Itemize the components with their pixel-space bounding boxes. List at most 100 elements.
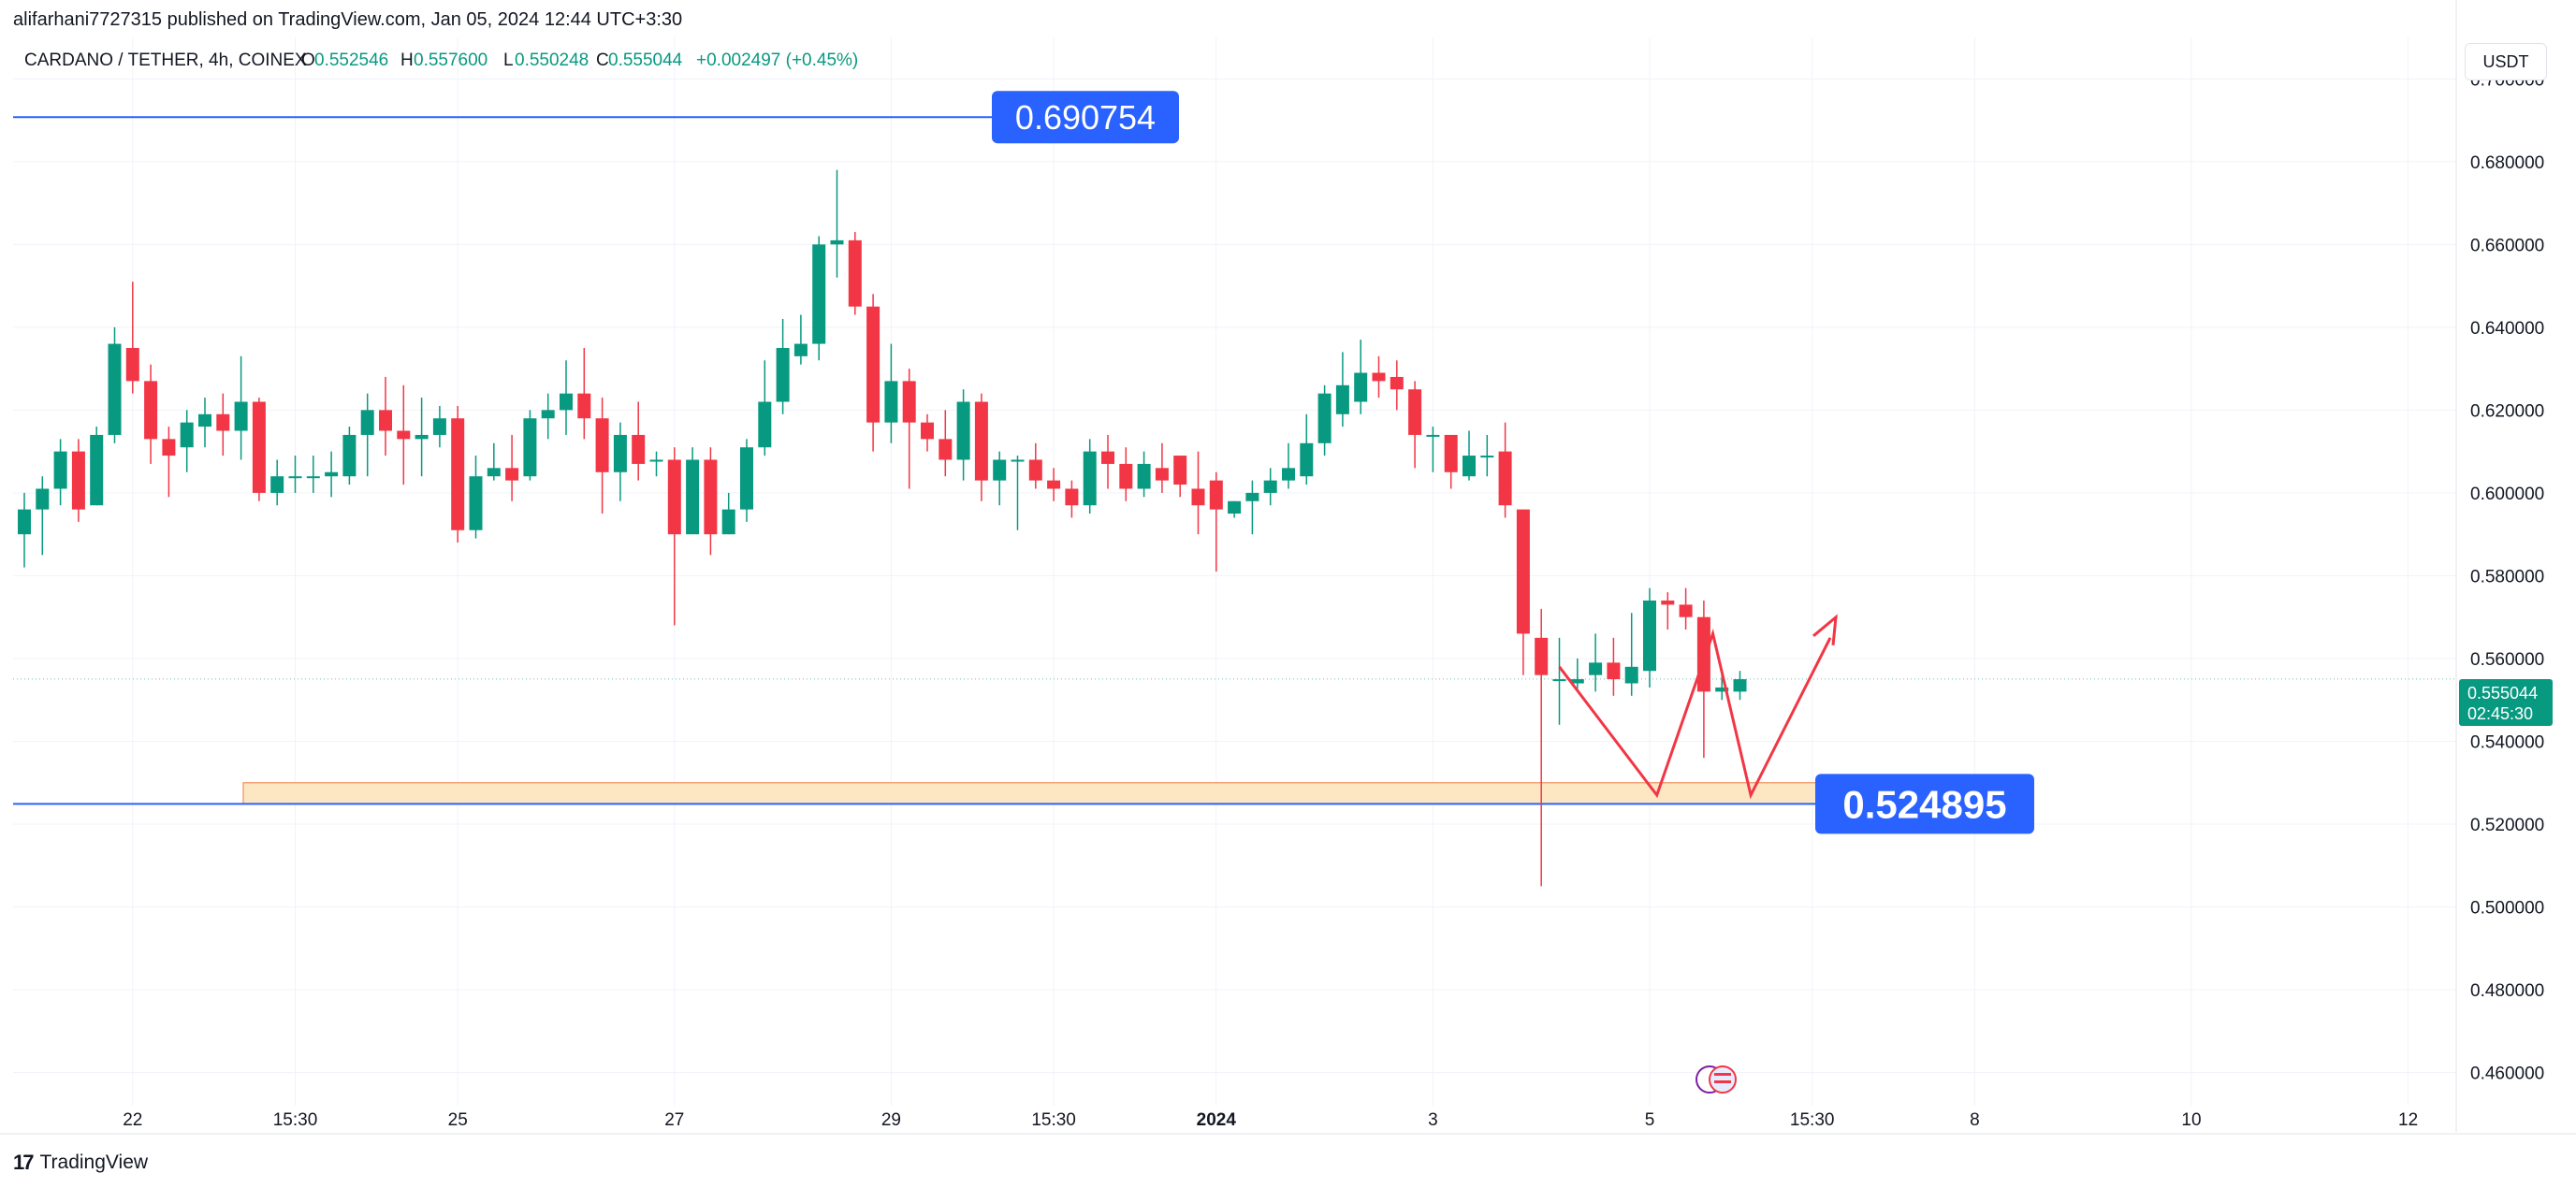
candle-body[interactable] <box>1426 434 1440 437</box>
candle-body[interactable] <box>1263 480 1277 493</box>
candle-body[interactable] <box>1552 679 1566 682</box>
candle-body[interactable] <box>830 239 844 245</box>
candle-body[interactable] <box>632 434 646 464</box>
candle-body[interactable] <box>758 401 772 448</box>
candle-body[interactable] <box>505 468 519 481</box>
candle-body[interactable] <box>1643 600 1656 672</box>
candle-body[interactable] <box>1733 679 1747 692</box>
candle-body[interactable] <box>902 381 916 423</box>
tradingview-logo[interactable]: 17 TradingView <box>13 1151 148 1175</box>
candle-body[interactable] <box>108 343 122 435</box>
candle-body[interactable] <box>1570 679 1584 684</box>
candle-body[interactable] <box>1083 451 1097 506</box>
candle-body[interactable] <box>1228 500 1242 514</box>
candle-body[interactable] <box>252 401 266 493</box>
candle-body[interactable] <box>1408 389 1422 435</box>
candle-body[interactable] <box>1028 459 1042 481</box>
candle-body[interactable] <box>649 459 663 462</box>
candle-body[interactable] <box>793 343 808 356</box>
candle-body[interactable] <box>1390 376 1404 390</box>
candle-body[interactable] <box>1679 604 1693 617</box>
candle-body[interactable] <box>306 476 320 479</box>
candle-body[interactable] <box>523 418 537 477</box>
candle-body[interactable] <box>325 471 339 477</box>
candle-body[interactable] <box>1661 600 1675 605</box>
candle-body[interactable] <box>939 439 953 460</box>
candle-body[interactable] <box>288 476 302 479</box>
candle-body[interactable] <box>162 439 176 456</box>
candle-body[interactable] <box>1119 463 1133 489</box>
candle-body[interactable] <box>1335 384 1349 414</box>
candle-body[interactable] <box>1173 456 1187 485</box>
candle-body[interactable] <box>71 451 85 510</box>
candle-body[interactable] <box>1535 637 1549 675</box>
candle-body[interactable] <box>1047 480 1061 489</box>
candle-body[interactable] <box>198 413 211 427</box>
candle-body[interactable] <box>451 418 465 530</box>
candle-body[interactable] <box>397 430 411 440</box>
candle-body[interactable] <box>1065 488 1079 506</box>
candle-body[interactable] <box>270 476 284 493</box>
candle-body[interactable] <box>560 393 573 411</box>
candle-body[interactable] <box>866 306 880 423</box>
candle-body[interactable] <box>667 459 681 535</box>
candle-body[interactable] <box>432 418 446 435</box>
candle-body[interactable] <box>379 410 392 431</box>
candle-body[interactable] <box>704 459 718 535</box>
currency-button[interactable]: USDT <box>2465 43 2547 80</box>
support-label-bg[interactable] <box>1815 774 2034 834</box>
candle-body[interactable] <box>686 459 700 535</box>
candle-body[interactable] <box>613 434 627 472</box>
candle-body[interactable] <box>1011 459 1025 462</box>
resistance-label-bg[interactable] <box>992 91 1179 144</box>
candle-body[interactable] <box>415 434 429 440</box>
candle-body[interactable] <box>1589 662 1603 675</box>
candle-body[interactable] <box>956 401 970 460</box>
candle-body[interactable] <box>1516 509 1530 634</box>
candle-body[interactable] <box>1137 463 1151 489</box>
candle-body[interactable] <box>1354 372 1368 402</box>
candle-body[interactable] <box>234 401 248 431</box>
candle-body[interactable] <box>180 422 194 448</box>
candle-body[interactable] <box>974 401 988 481</box>
candle-body[interactable] <box>144 381 158 440</box>
candle-body[interactable] <box>1191 488 1205 506</box>
candle-body[interactable] <box>1282 468 1295 481</box>
support-zone-rect[interactable] <box>242 781 1821 805</box>
candle-body[interactable] <box>776 347 790 402</box>
candle-body[interactable] <box>1317 393 1332 443</box>
candle-body[interactable] <box>125 347 139 382</box>
candle-body[interactable] <box>1209 480 1223 510</box>
candle-body[interactable] <box>740 447 753 510</box>
candle-body[interactable] <box>1245 492 1259 501</box>
candle-body[interactable] <box>18 509 31 535</box>
candle-body[interactable] <box>1480 456 1494 458</box>
us-flag-event-icon[interactable] <box>1709 1065 1737 1094</box>
candle-body[interactable] <box>216 413 230 431</box>
candle-body[interactable] <box>721 509 735 535</box>
candle-body[interactable] <box>53 451 67 489</box>
candle-body[interactable] <box>90 434 104 506</box>
candle-body[interactable] <box>360 410 374 435</box>
candle-body[interactable] <box>541 410 555 419</box>
candle-body[interactable] <box>812 244 826 344</box>
candle-body[interactable] <box>1696 616 1710 692</box>
candle-body[interactable] <box>342 434 357 477</box>
candle-body[interactable] <box>577 393 591 419</box>
candle-body[interactable] <box>1624 666 1638 684</box>
candle-body[interactable] <box>1607 662 1621 680</box>
candle-body[interactable] <box>848 239 862 307</box>
candle-body[interactable] <box>993 459 1007 481</box>
candle-body[interactable] <box>884 381 898 423</box>
candle-body[interactable] <box>487 468 501 477</box>
candle-body[interactable] <box>921 422 934 440</box>
candle-body[interactable] <box>469 476 483 530</box>
candle-body[interactable] <box>1498 451 1512 506</box>
candle-body[interactable] <box>1372 372 1386 382</box>
candle-body[interactable] <box>1155 468 1169 481</box>
candle-body[interactable] <box>1715 687 1729 692</box>
candle-body[interactable] <box>1463 456 1476 477</box>
candle-body[interactable] <box>595 418 609 472</box>
candle-body[interactable] <box>1300 442 1314 477</box>
